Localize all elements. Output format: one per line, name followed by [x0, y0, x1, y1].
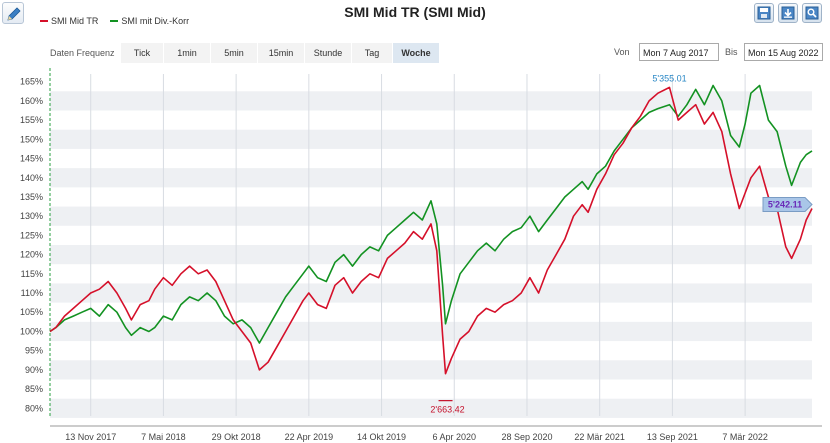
- last-value-label: 5'242.11: [768, 199, 802, 209]
- y-tick-label: 130%: [20, 211, 43, 221]
- freq-15min-button[interactable]: 15min: [258, 43, 304, 63]
- y-tick-label: 125%: [20, 230, 43, 240]
- grid-band: [50, 283, 812, 303]
- chart-title: SMI Mid TR (SMI Mid): [344, 4, 486, 20]
- freq-tick-button[interactable]: Tick: [121, 43, 163, 63]
- grid-band: [50, 360, 812, 380]
- max-value-label: 5'355.01: [652, 73, 686, 83]
- legend-swatch: [110, 20, 119, 22]
- pencil-icon: [7, 7, 21, 21]
- min-value-label: 2'663.42: [430, 405, 464, 415]
- legend: SMI Mid TR SMI mit Div.-Korr: [40, 16, 189, 26]
- save-button[interactable]: [754, 3, 774, 23]
- y-tick-label: 135%: [20, 192, 43, 202]
- y-tick-label: 155%: [20, 115, 43, 125]
- y-tick-label: 115%: [21, 269, 43, 279]
- x-tick-label: 14 Okt 2019: [357, 432, 406, 442]
- grid-band: [50, 398, 812, 418]
- y-tick-label: 90%: [25, 365, 43, 375]
- freq-woche-button[interactable]: Woche: [393, 43, 439, 63]
- frequency-label: Daten Frequenz: [50, 48, 115, 58]
- series-line-d5102a: [49, 86, 813, 375]
- grid-band: [50, 168, 812, 188]
- x-tick-label: 7 Mai 2018: [141, 432, 186, 442]
- y-tick-label: 150%: [20, 134, 43, 144]
- x-tick-label: 7 Mär 2022: [722, 432, 768, 442]
- from-date-input[interactable]: Mon 7 Aug 2017: [639, 43, 719, 61]
- grid-band: [50, 321, 812, 342]
- legend-label: SMI mit Div.-Korr: [121, 16, 190, 26]
- series-line-139222: [49, 84, 813, 344]
- legend-item-divkorr[interactable]: SMI mit Div.-Korr: [110, 16, 189, 26]
- y-tick-label: 160%: [20, 96, 43, 106]
- x-tick-label: 13 Sep 2021: [647, 432, 698, 442]
- legend-item-tr[interactable]: SMI Mid TR: [40, 16, 98, 26]
- x-tick-label: 22 Apr 2019: [285, 432, 334, 442]
- y-tick-label: 105%: [20, 307, 43, 317]
- x-tick-label: 28 Sep 2020: [501, 432, 552, 442]
- grid-band: [50, 129, 812, 149]
- y-tick-label: 85%: [25, 384, 43, 394]
- last-value-tag: [762, 196, 813, 212]
- save-icon: [757, 6, 771, 20]
- y-tick-label: 95%: [25, 346, 43, 356]
- download-icon: [781, 6, 795, 20]
- chart-toolbar: [754, 3, 822, 23]
- y-tick-label: 100%: [20, 326, 43, 336]
- from-label: Von: [614, 47, 630, 57]
- x-tick-label: 29 Okt 2018: [212, 432, 261, 442]
- grid-band: [50, 206, 812, 226]
- to-date-input[interactable]: Mon 15 Aug 2022: [744, 43, 823, 61]
- legend-label: SMI Mid TR: [51, 16, 99, 26]
- edit-button[interactable]: [2, 2, 24, 24]
- download-button[interactable]: [778, 3, 798, 23]
- to-label: Bis: [725, 47, 738, 57]
- search-zoom-icon: [805, 6, 819, 20]
- y-tick-label: 120%: [20, 250, 43, 260]
- grid-band: [50, 91, 812, 111]
- zoom-button[interactable]: [802, 3, 822, 23]
- x-tick-label: 6 Apr 2020: [432, 432, 476, 442]
- y-tick-label: 145%: [20, 154, 43, 164]
- legend-swatch: [40, 20, 48, 22]
- freq-5min-button[interactable]: 5min: [211, 43, 257, 63]
- x-tick-label: 13 Nov 2017: [65, 432, 116, 442]
- freq-1min-button[interactable]: 1min: [164, 43, 210, 63]
- freq-stunde-button[interactable]: Stunde: [305, 43, 351, 63]
- grid-band: [50, 245, 812, 265]
- x-tick-label: 22 Mär 2021: [574, 432, 625, 442]
- y-tick-label: 165%: [20, 77, 43, 87]
- y-tick-label: 110%: [21, 288, 43, 298]
- freq-tag-button[interactable]: Tag: [352, 43, 392, 63]
- y-tick-label: 80%: [25, 403, 43, 413]
- frequency-selector: Tick 1min 5min 15min Stunde Tag Woche: [121, 43, 440, 63]
- y-tick-label: 140%: [20, 173, 43, 183]
